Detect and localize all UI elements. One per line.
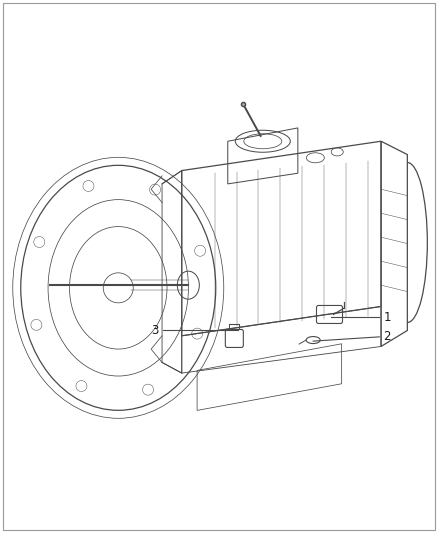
Text: 2: 2 [383, 330, 391, 343]
Text: 1: 1 [383, 311, 391, 324]
Text: 3: 3 [152, 324, 159, 337]
